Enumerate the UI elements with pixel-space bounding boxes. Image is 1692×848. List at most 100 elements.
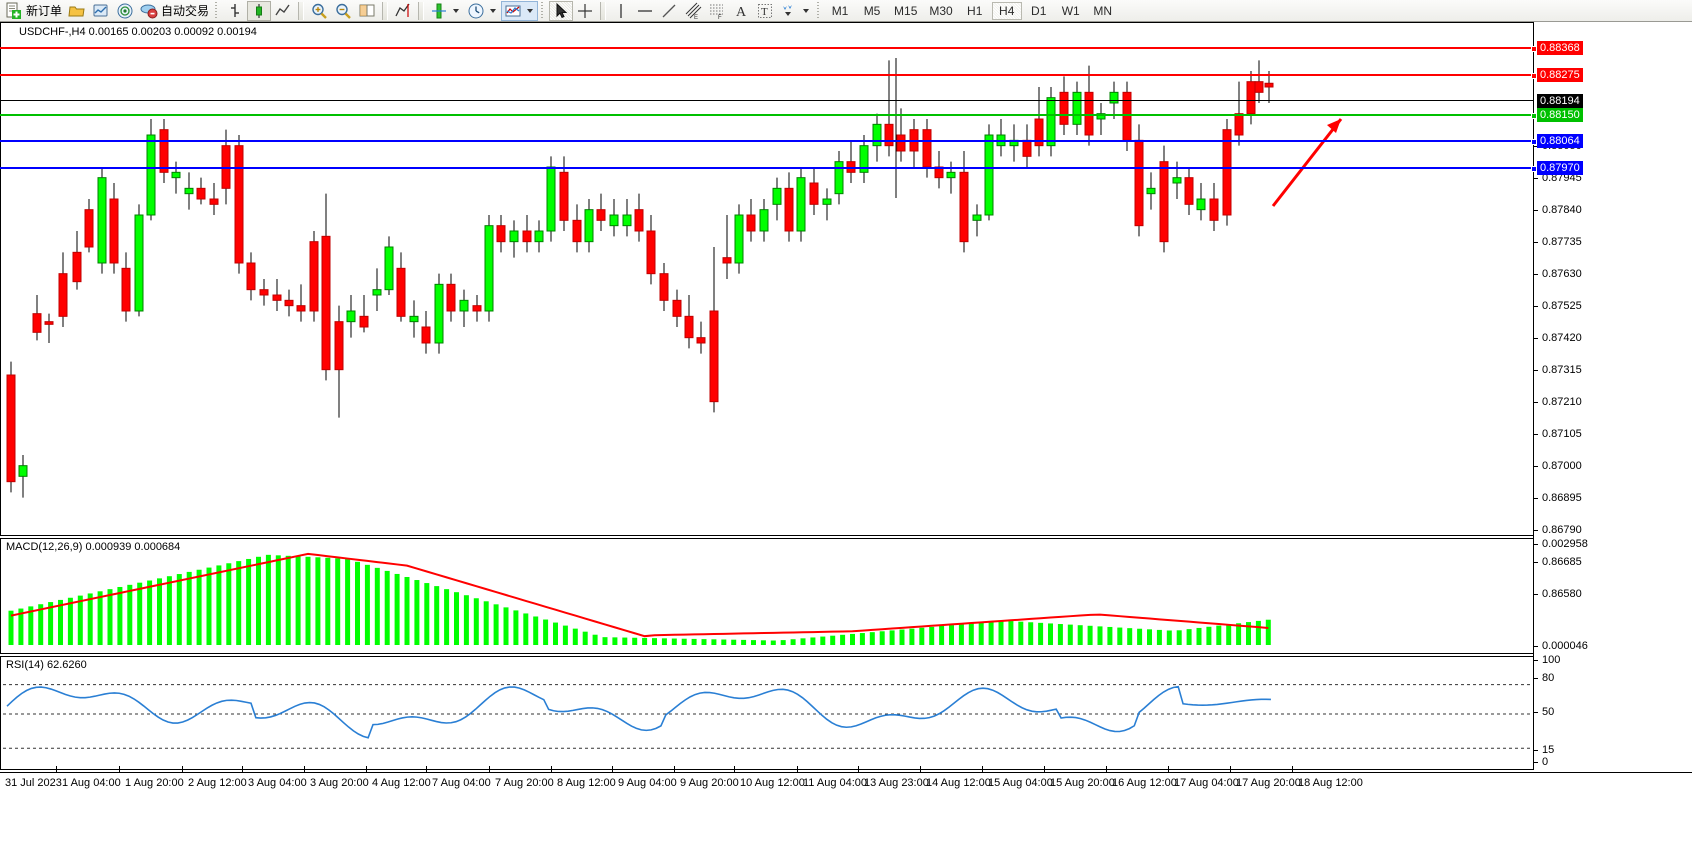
indicators-button[interactable] [427, 1, 464, 21]
timeframe-h1-button[interactable]: H1 [967, 3, 983, 18]
macd-histogram-bar [394, 573, 400, 645]
vertical-line-button[interactable] [609, 1, 633, 21]
toolbar-separator-4 [600, 1, 607, 20]
time-tick: 17 Aug 04:00 [1174, 777, 1239, 789]
cursor-button[interactable] [549, 0, 574, 21]
time-tick: 4 Aug 12:00 [372, 777, 431, 789]
candlestick-canvas[interactable] [1, 23, 1532, 535]
time-tick: 15 Aug 04:00 [988, 777, 1053, 789]
timeframe-h4-button[interactable]: H4 [991, 1, 1022, 20]
chart-area[interactable]: USDCHF-,H4 0.00165 0.00203 0.00092 0.001… [0, 22, 1692, 848]
candle [171, 171, 181, 179]
resistance-2-price-label[interactable]: 0.88368 [1537, 41, 1583, 55]
macd-histogram-bar [1107, 626, 1113, 645]
market-watch-icon [92, 2, 110, 20]
time-separator [612, 766, 613, 773]
period-icon [467, 2, 485, 20]
toolbar-grip-2[interactable] [540, 1, 546, 20]
macd-pane[interactable]: MACD(12,26,9) 0.000939 0.000684 [0, 538, 1533, 654]
time-separator [858, 766, 859, 773]
candle [1134, 139, 1144, 227]
timeframe-m15-button[interactable]: M15 [894, 3, 918, 18]
horizontal-line-button[interactable] [633, 1, 657, 21]
timeframe-mn-button[interactable]: MN [1093, 3, 1113, 18]
toolbar-grip-1[interactable] [214, 1, 220, 20]
navigator-button[interactable] [113, 1, 137, 21]
new-order-label: 新订单 [26, 4, 63, 18]
candlestick-chart-button[interactable] [247, 0, 272, 21]
timeframe-d1-button[interactable]: D1 [1031, 3, 1047, 18]
candle [184, 187, 194, 195]
folder-button[interactable] [65, 1, 89, 21]
bar-chart-button[interactable] [223, 1, 247, 21]
templates-button[interactable] [501, 0, 539, 21]
macd-histogram-bar [751, 640, 756, 645]
timeframe-m1-button[interactable]: M1 [831, 3, 849, 18]
candle [209, 198, 219, 205]
time-separator [551, 766, 552, 773]
candle [1084, 91, 1094, 136]
svg-text:F: F [718, 15, 722, 20]
line-chart-button[interactable] [271, 1, 295, 21]
objects-caret-icon[interactable] [803, 8, 810, 13]
macd-histogram-bar [1117, 627, 1123, 645]
target-level-price-label[interactable]: 0.88150 [1537, 108, 1583, 122]
fibonacci-button[interactable]: F [705, 1, 729, 21]
macd-histogram-bar [988, 621, 994, 645]
timeframe-w1-button[interactable]: W1 [1061, 3, 1080, 18]
toolbar-separator-3 [418, 1, 425, 20]
macd-histogram-bar [97, 591, 103, 645]
price-tick: 0.87000 [1534, 460, 1582, 472]
macd-histogram-bar [1008, 621, 1014, 645]
timeframe-m5-button[interactable]: M5 [863, 3, 881, 18]
resistance-1-price-label[interactable]: 0.88275 [1537, 68, 1583, 82]
period-button[interactable] [464, 1, 501, 21]
rsi-pane[interactable]: RSI(14) 62.6260 [0, 656, 1533, 770]
candle [772, 187, 782, 205]
templates-caret-icon[interactable] [527, 8, 534, 13]
toolbar-grip-3[interactable] [816, 1, 822, 20]
macd-histogram-bar [444, 589, 450, 645]
candle [58, 273, 68, 317]
macd-histogram-bar [483, 601, 489, 645]
time-separator [1168, 766, 1169, 773]
timeframe-m30-button[interactable]: M30 [929, 3, 953, 18]
market-watch-button[interactable] [89, 1, 113, 21]
autoscroll-button[interactable] [391, 1, 415, 21]
price-pane[interactable]: USDCHF-,H4 0.00165 0.00203 0.00092 0.001… [0, 22, 1533, 536]
text-label-button[interactable]: T [753, 1, 777, 21]
time-tick: 8 Aug 12:00 [557, 777, 616, 789]
macd-histogram-bar [701, 639, 707, 645]
macd-histogram-bar [58, 599, 63, 645]
macd-histogram-bar [246, 558, 252, 645]
trendline-button[interactable] [657, 1, 681, 21]
macd-histogram-bar [671, 638, 677, 645]
candle [84, 209, 94, 248]
folder-icon [68, 2, 86, 20]
equidistant-channel-button[interactable]: E [681, 1, 705, 21]
time-tick: 3 Aug 04:00 [248, 777, 307, 789]
new-order-button[interactable]: 新订单 [2, 1, 65, 21]
indicators-caret-icon[interactable] [453, 8, 460, 13]
text-button[interactable]: A [729, 1, 753, 21]
support-2-price-label[interactable]: 0.87970 [1537, 161, 1583, 175]
crosshair-button[interactable] [573, 1, 597, 21]
zoom-in-button[interactable] [307, 1, 331, 21]
macd-histogram-bar [1048, 623, 1053, 645]
macd-histogram-bar [67, 597, 73, 645]
candle [934, 166, 944, 179]
objects-button[interactable] [777, 1, 814, 21]
macd-histogram-bar [592, 634, 598, 645]
price-scale[interactable]: 0.880500.879450.878400.877350.876300.875… [1533, 22, 1692, 770]
candle [1222, 129, 1232, 216]
zoom-out-button[interactable] [331, 1, 355, 21]
period-caret-icon[interactable] [490, 8, 497, 13]
rsi-canvas [3, 684, 1530, 749]
candle [346, 310, 356, 323]
svg-text:E: E [694, 15, 698, 20]
support-1-price-label[interactable]: 0.88064 [1537, 134, 1583, 148]
macd-histogram-bar [810, 637, 816, 645]
terminal-button[interactable]: 自动交易 [137, 1, 212, 21]
current-price-price-label[interactable]: 0.88194 [1537, 94, 1583, 108]
chart-shift-button[interactable] [355, 1, 379, 21]
